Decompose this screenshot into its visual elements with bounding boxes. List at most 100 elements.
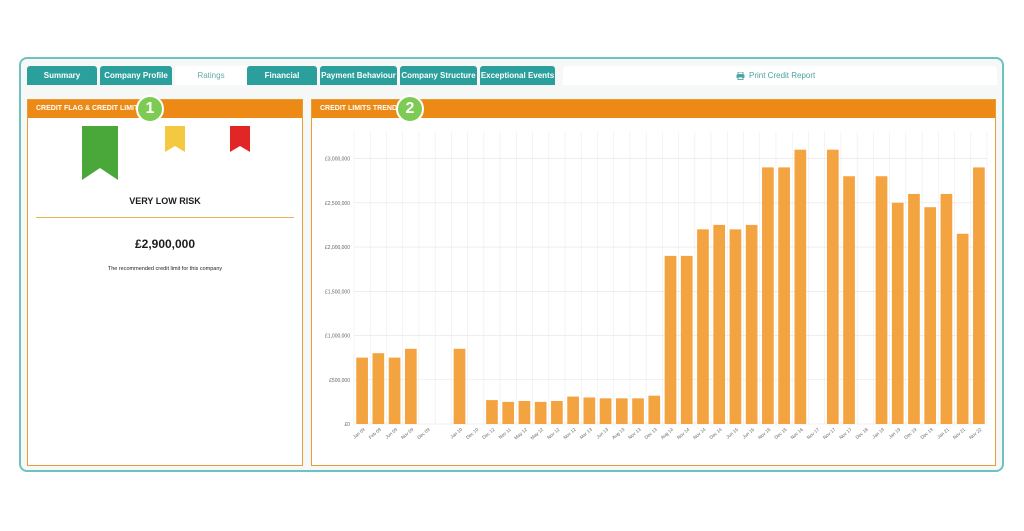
chart-bar bbox=[891, 202, 904, 424]
chart-bar bbox=[762, 167, 774, 425]
chart-bar bbox=[745, 224, 758, 424]
credit-flag-panel: CREDIT FLAG & CREDIT LIMIT 1 VERY LOW RI… bbox=[27, 95, 303, 466]
y-tick-label: £1,500,000 bbox=[325, 289, 350, 295]
credit-limit-value: £2,900,000 bbox=[134, 237, 196, 251]
tab-exceptional-events[interactable]: Exceptional Events bbox=[480, 66, 555, 85]
chart-bar bbox=[875, 176, 888, 424]
x-tick-label: Nov 14 bbox=[692, 427, 707, 440]
x-tick-label: Dec 14 bbox=[708, 427, 723, 440]
report-frame: Summary Company Profile Ratings Financia… bbox=[19, 57, 1004, 472]
chart-bar bbox=[973, 167, 985, 425]
x-tick-label: Nov 22 bbox=[968, 427, 983, 440]
red-flag-icon bbox=[230, 126, 250, 152]
chart-bar bbox=[956, 233, 969, 424]
x-tick-label: Dec 09 bbox=[416, 427, 431, 440]
x-tick-label: Jun 13 bbox=[595, 427, 609, 440]
tab-ratings[interactable]: Ratings bbox=[175, 66, 247, 85]
x-tick-label: Nov 17 bbox=[822, 427, 837, 440]
chart-bar bbox=[729, 229, 742, 424]
tab-payment-behaviour[interactable]: Payment Behaviour bbox=[320, 66, 397, 85]
x-tick-label: Dec 13 bbox=[644, 427, 659, 440]
chart-bar bbox=[453, 348, 466, 424]
chart-bar bbox=[794, 149, 807, 425]
x-tick-label: Nov 15 bbox=[757, 427, 772, 440]
step-badge-2: 2 bbox=[396, 95, 424, 123]
tab-company-structure[interactable]: Company Structure bbox=[400, 66, 477, 85]
chart-bar bbox=[826, 149, 839, 425]
x-tick-label: Jan 19 bbox=[888, 427, 902, 440]
chart-bar bbox=[551, 400, 563, 424]
chart-bar bbox=[534, 401, 547, 424]
x-tick-label: Jun 15 bbox=[725, 427, 739, 440]
x-tick-label: Dec 15 bbox=[773, 427, 788, 440]
printer-icon bbox=[736, 71, 745, 80]
chart-bar bbox=[680, 255, 693, 424]
chart-bar bbox=[713, 224, 726, 424]
x-tick-label: Nov 09 bbox=[400, 427, 415, 440]
x-tick-label: Jun 09 bbox=[384, 427, 398, 440]
chart-bar bbox=[356, 357, 368, 424]
y-tick-label: £3,000,000 bbox=[325, 157, 350, 163]
credit-limits-trend-header: CREDIT LIMITS TREND 2 bbox=[312, 95, 995, 123]
x-tick-label: Nov 14 bbox=[676, 427, 691, 440]
x-tick-label: Nov 17 bbox=[838, 427, 853, 440]
chart-bar bbox=[778, 167, 790, 425]
credit-limits-chart: £0 £500,000 £1,000,000 £1,500,000 £2,000,000… bbox=[325, 132, 988, 441]
x-tick-label: Feb 09 bbox=[368, 427, 383, 440]
x-tick-label: Dec 12 bbox=[481, 427, 496, 440]
chart-bar bbox=[567, 396, 579, 424]
chart-bar bbox=[843, 176, 855, 424]
credit-limits-trend-title: CREDIT LIMITS TREND bbox=[320, 105, 397, 112]
x-tick-label: Nov 21 bbox=[952, 427, 967, 440]
chart-bar bbox=[632, 398, 644, 424]
chart-bar bbox=[599, 398, 612, 424]
y-tick-label: £0 bbox=[344, 422, 350, 428]
credit-limit-caption: The recommended credit limit for this co… bbox=[107, 266, 223, 272]
amber-flag-icon bbox=[165, 126, 185, 152]
chart-bar bbox=[615, 398, 628, 424]
green-flag-icon bbox=[82, 126, 118, 180]
risk-label: VERY LOW RISK bbox=[129, 196, 201, 206]
x-tick-label: May 12 bbox=[530, 427, 545, 441]
chart-bar bbox=[697, 229, 709, 424]
x-tick-label: Nov 13 bbox=[627, 427, 642, 440]
x-tick-label: Nov 17 bbox=[806, 427, 821, 440]
chart-bar bbox=[664, 255, 677, 424]
print-credit-report-link[interactable]: Print Credit Report bbox=[736, 66, 815, 85]
chart-bar bbox=[648, 395, 661, 424]
x-tick-label: Mar 13 bbox=[579, 427, 594, 440]
x-tick-label: Nov 12 bbox=[562, 427, 577, 440]
x-tick-label: Jan 09 bbox=[352, 427, 366, 440]
x-tick-label: Nov 16 bbox=[790, 427, 805, 440]
credit-flags bbox=[28, 118, 302, 182]
tab-bar: Summary Company Profile Ratings Financia… bbox=[27, 66, 997, 85]
x-tick-label: Dec 19 bbox=[919, 427, 934, 440]
credit-limits-trend-panel: CREDIT LIMITS TREND 2 £0 £500,000 £1,000,0… bbox=[311, 95, 996, 466]
divider bbox=[36, 217, 294, 218]
x-tick-label: Dec 18 bbox=[855, 427, 870, 440]
chart-bar bbox=[502, 401, 515, 424]
chart-bar bbox=[486, 400, 498, 424]
x-tick-label: Jan 10 bbox=[449, 427, 463, 440]
print-area: Print Credit Report bbox=[563, 66, 997, 85]
chart-bar bbox=[583, 397, 596, 424]
chart-bar bbox=[924, 207, 937, 424]
x-tick-label: Nov 12 bbox=[546, 427, 561, 440]
step-badge-1: 1 bbox=[136, 95, 164, 123]
x-tick-label: Nov 11 bbox=[498, 427, 512, 440]
x-tick-label: Jun 15 bbox=[742, 427, 756, 440]
chart-bar bbox=[908, 193, 920, 424]
tab-financial[interactable]: Financial bbox=[247, 66, 317, 85]
credit-flag-panel-header: CREDIT FLAG & CREDIT LIMIT 1 bbox=[28, 95, 302, 123]
tab-company-profile[interactable]: Company Profile bbox=[100, 66, 172, 85]
x-tick-label: Jan 21 bbox=[936, 427, 950, 440]
x-tick-label: Dec 10 bbox=[465, 427, 480, 440]
chart-bar bbox=[940, 193, 953, 424]
tab-summary[interactable]: Summary bbox=[27, 66, 97, 85]
x-tick-label: Aug 13 bbox=[611, 427, 626, 440]
chart-bar bbox=[372, 353, 385, 424]
x-tick-label: May 12 bbox=[513, 427, 528, 441]
y-tick-label: £500,000 bbox=[329, 378, 350, 384]
y-tick-label: £2,000,000 bbox=[325, 245, 350, 251]
y-tick-label: £2,500,000 bbox=[325, 201, 350, 207]
